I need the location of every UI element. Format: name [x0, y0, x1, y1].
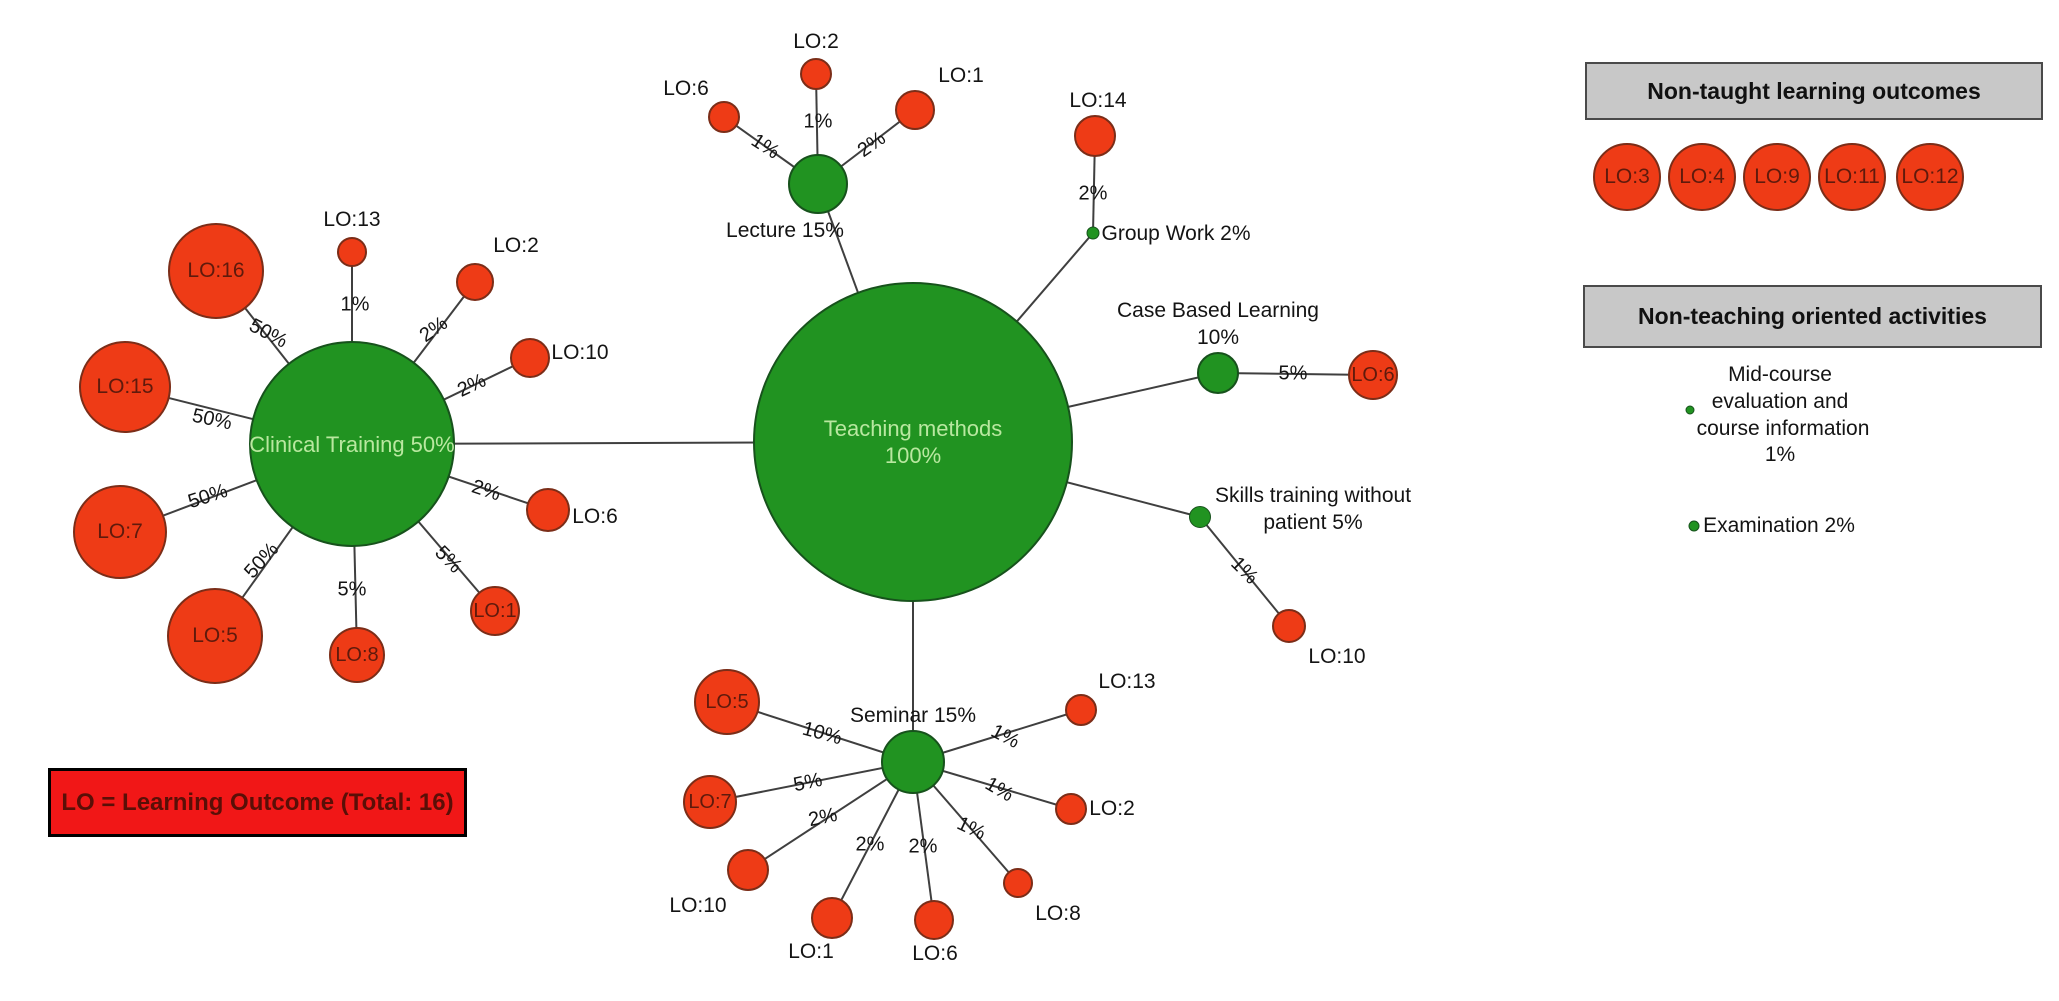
seminar-lo13-node: [1065, 694, 1097, 726]
non-teaching-title: Non-teaching oriented activities: [1638, 303, 1987, 329]
clinical-lo1-node: LO:1: [470, 586, 520, 636]
seminar-lo1-node: [811, 897, 853, 939]
seminar-lo7-node: LO:7: [683, 775, 737, 829]
lecture-lo1-label: LO:1: [938, 64, 984, 87]
seminar-lo1-label: LO:1: [788, 940, 834, 963]
non-taught-lo12-node: LO:12: [1896, 143, 1964, 211]
midcourse-label-line3: course information: [1696, 417, 1870, 440]
non-taught-lo9-node: LO:9: [1743, 143, 1811, 211]
seminar-lo13-label: LO:13: [1098, 670, 1156, 693]
clinical-lo13-label: LO:13: [323, 208, 381, 231]
seminar-label: Seminar 15%: [849, 704, 977, 727]
seminar-lo6-label: LO:6: [912, 942, 958, 965]
non-taught-lo4-node: LO:4: [1668, 143, 1736, 211]
non-taught-header: Non-taught learning outcomes: [1585, 62, 2043, 120]
skills-training-node: [1189, 506, 1211, 528]
non-taught-title: Non-taught learning outcomes: [1647, 77, 1981, 104]
skills-lo10-label: LO:10: [1308, 645, 1366, 668]
skills-training-label-line1: Skills training without: [1214, 484, 1412, 507]
non-teaching-header: Non-teaching oriented activities: [1583, 285, 2042, 348]
group-work-label: Group Work 2%: [1101, 222, 1251, 245]
clinical-lo6-node: [526, 488, 570, 532]
lecture-lo6-node: [708, 101, 740, 133]
group-work-node: [1086, 226, 1100, 240]
clinical-lo13-node: [337, 237, 367, 267]
legend-label: LO = Learning Outcome (Total: 16): [61, 788, 454, 816]
clinical-lo16-node: LO:16: [168, 223, 264, 319]
case-based-learning-label: Case Based Learning: [1117, 299, 1319, 322]
lecture-lo2-label: LO:2: [793, 30, 839, 53]
examination-node: [1688, 520, 1700, 532]
clinical-lo6-label: LO:6: [572, 505, 618, 528]
seminar-lo5-node: LO:5: [694, 669, 760, 735]
clinical-lo10-node: [510, 338, 550, 378]
clinical-lo7-node: LO:7: [73, 485, 167, 579]
clinical-training-node: Clinical Training 50%: [249, 341, 455, 547]
examination-label: Examination 2%: [1703, 514, 1855, 537]
teaching-methods-label: Teaching methods: [823, 416, 1003, 441]
seminar-lo8-node: [1003, 868, 1033, 898]
seminar-lo2-node: [1055, 793, 1087, 825]
clinical-lo10-label: LO:10: [551, 341, 609, 364]
clinical-lo2-node: [456, 263, 494, 301]
seminar-lo10-label: LO:10: [669, 894, 727, 917]
teaching-methods-pct: 100%: [884, 443, 942, 468]
case-based-learning-node: [1197, 352, 1239, 394]
case-based-lo6-node: LO:6: [1348, 350, 1398, 400]
seminar-lo6-node: [914, 900, 954, 940]
lecture-label: Lecture 15%: [726, 219, 844, 242]
seminar-node: [881, 730, 945, 794]
clinical-lo2-label: LO:2: [493, 234, 539, 257]
edge-label: 1%: [803, 110, 833, 133]
lecture-node: [788, 154, 848, 214]
midcourse-label-line2: evaluation and: [1711, 390, 1849, 413]
skills-training-label-line2: patient 5%: [1263, 511, 1363, 534]
lecture-lo2-node: [800, 58, 832, 90]
non-taught-lo11-node: LO:11: [1818, 143, 1886, 211]
midcourse-node: [1685, 405, 1695, 415]
clinical-lo5-node: LO:5: [167, 588, 263, 684]
skills-lo10-node: [1272, 609, 1306, 643]
clinical-lo15-node: LO:15: [79, 341, 171, 433]
non-taught-lo3-node: LO:3: [1593, 143, 1661, 211]
seminar-lo2-label: LO:2: [1089, 797, 1135, 820]
edge-label: 2%: [855, 833, 885, 856]
midcourse-label-line4: 1%: [1764, 443, 1796, 466]
clinical-training-label: Clinical Training 50%: [249, 431, 455, 457]
seminar-lo10-node: [727, 849, 769, 891]
teaching-methods-node: Teaching methods 100%: [753, 282, 1073, 602]
edge-label: 1%: [340, 293, 370, 316]
edge-label: 2%: [908, 835, 938, 858]
clinical-lo8-node: LO:8: [329, 627, 385, 683]
lecture-lo6-label: LO:6: [663, 77, 709, 100]
group-work-lo14-label: LO:14: [1069, 89, 1127, 112]
group-work-lo14-node: [1074, 115, 1116, 157]
midcourse-label-line1: Mid-course: [1728, 363, 1832, 386]
legend-box: LO = Learning Outcome (Total: 16): [48, 768, 467, 837]
lecture-lo1-node: [895, 90, 935, 130]
edge-label: 5%: [1278, 362, 1308, 385]
case-based-learning-pct: 10%: [1196, 326, 1240, 349]
edge-label: 5%: [337, 578, 367, 601]
edge-label: 2%: [1078, 182, 1108, 205]
seminar-lo8-label: LO:8: [1035, 902, 1081, 925]
